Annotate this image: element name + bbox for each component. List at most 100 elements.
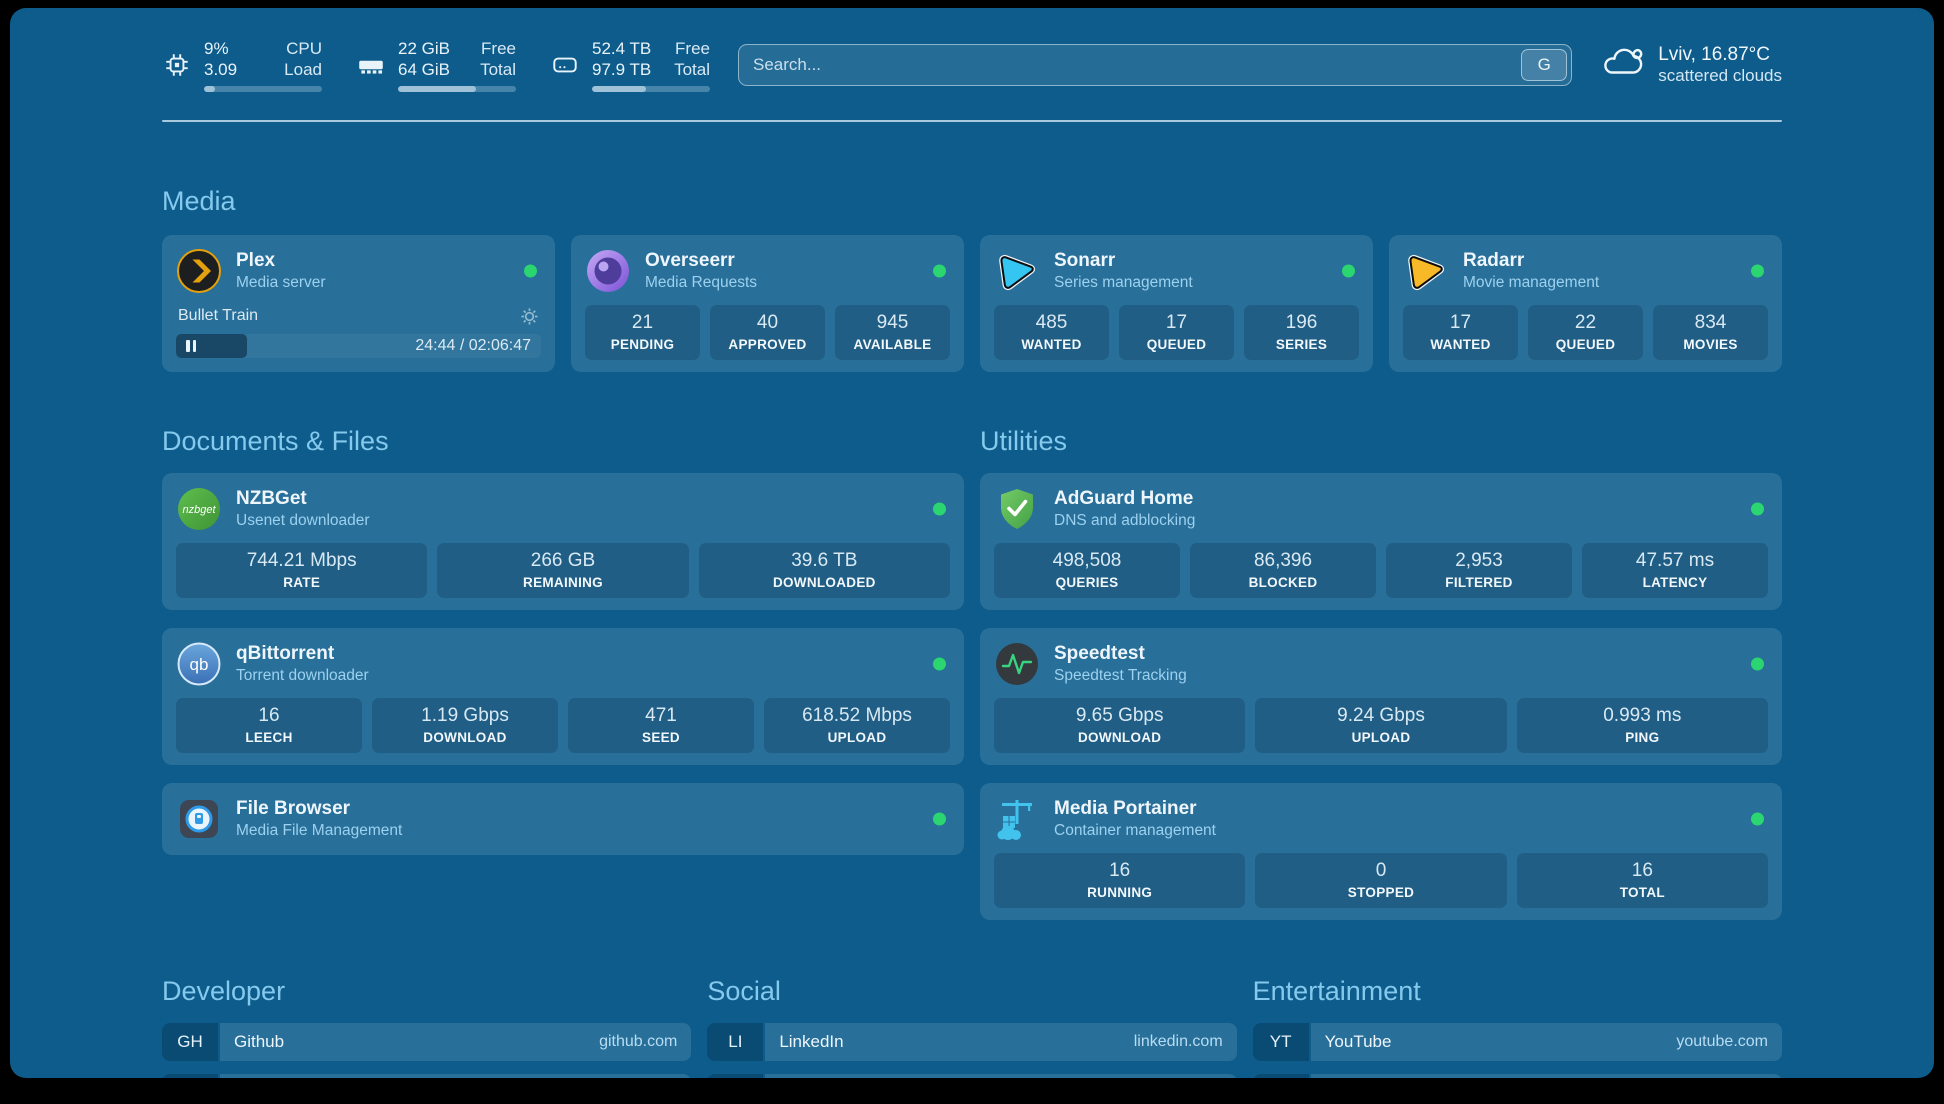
section-title-social: Social	[707, 975, 781, 1006]
pause-icon[interactable]	[186, 339, 196, 352]
service-description: Torrent downloader	[236, 666, 369, 684]
bookmark-twitter[interactable]: TW Twittertwitter.com	[707, 1073, 1237, 1078]
plex-now-playing: Bullet Train	[176, 307, 541, 358]
service-card-overseerr[interactable]: Overseerr Media Requests 21 PENDING 40 APP…	[571, 234, 964, 372]
stat-total: 16 TOTAL	[1516, 852, 1768, 908]
service-card-radarr[interactable]: Radarr Movie management 17 WANTED 22 QUEUE…	[1389, 234, 1782, 372]
status-dot	[524, 264, 537, 277]
service-description: Usenet downloader	[236, 511, 370, 529]
stat-rate: 744.21 Mbps RATE	[176, 542, 428, 598]
disk-widget: 52.4 TB 97.9 TB Free Total	[550, 38, 710, 92]
service-card-plex[interactable]: Plex Media server Bullet Train	[162, 234, 555, 372]
service-card-portainer[interactable]: Media Portainer Container management 16 R…	[980, 782, 1782, 920]
stat-queued: 22 QUEUED	[1528, 304, 1643, 360]
bookmark-url: youtube.com	[1676, 1032, 1768, 1050]
service-description: Media File Management	[236, 821, 403, 839]
service-name: NZBGet	[236, 487, 307, 509]
stat-queries: 498,508 QUERIES	[994, 542, 1180, 598]
service-description: Media server	[236, 273, 326, 291]
service-name: Plex	[236, 249, 276, 271]
dashboard-page: 9% 3.09 CPU Load	[10, 8, 1934, 1078]
plex-chevron-icon	[176, 248, 222, 294]
section-title-entertainment: Entertainment	[1252, 975, 1421, 1006]
bookmark-name: LinkedIn	[779, 1031, 844, 1051]
svg-text:nzbget: nzbget	[182, 504, 216, 516]
bookmark-abbr: NF	[1252, 1073, 1309, 1078]
bookmark-netflix[interactable]: NF Netflixnetflix.com	[1252, 1073, 1782, 1078]
hard-drive-icon	[550, 50, 580, 80]
service-card-filebrowser[interactable]: File Browser Media File Management	[162, 782, 964, 855]
stat-movies: 834 MOVIES	[1653, 304, 1768, 360]
stat-download: 1.19 Gbps DOWNLOAD	[372, 697, 558, 753]
service-card-qbittorrent[interactable]: qb qBittorrent Torrent downloader 16 LEEC…	[162, 627, 964, 765]
stat-filtered: 2,953 FILTERED	[1386, 542, 1572, 598]
top-bar: 9% 3.09 CPU Load	[162, 38, 1782, 92]
stat-series: 196 SERIES	[1244, 304, 1359, 360]
service-name: Overseerr	[645, 249, 735, 271]
cpu-widget: 9% 3.09 CPU Load	[162, 38, 322, 92]
stat-ping: 0.993 ms PING	[1516, 697, 1768, 753]
stat-upload: 618.52 Mbps UPLOAD	[764, 697, 950, 753]
stat-remaining: 266 GB REMAINING	[437, 542, 689, 598]
playback-progress-track[interactable]: 24:44 / 02:06:47	[176, 333, 541, 358]
stat-wanted: 485 WANTED	[994, 304, 1109, 360]
mid-grid: Documents & Files nzbget	[162, 400, 1782, 920]
memory-total-value: 64 GiB	[398, 60, 450, 80]
weather-widget: Lviv, 16.87°C scattered clouds	[1600, 44, 1782, 86]
search-bar: G	[738, 43, 1573, 86]
gear-icon[interactable]	[520, 307, 539, 326]
bookmark-youtube[interactable]: YT YouTube youtube.com	[1252, 1022, 1782, 1061]
service-name: Sonarr	[1054, 249, 1116, 271]
service-card-adguard[interactable]: AdGuard Home DNS and adblocking 498,508 Q…	[980, 472, 1782, 610]
filebrowser-icon	[176, 796, 222, 842]
stat-downloaded: 39.6 TB DOWNLOADED	[698, 542, 950, 598]
search-input[interactable]	[753, 54, 1522, 75]
cpu-progress-track	[204, 85, 322, 92]
header-divider	[162, 119, 1782, 122]
stat-latency: 47.57 ms LATENCY	[1582, 542, 1768, 598]
svg-text:qb: qb	[190, 655, 209, 674]
bookmark-abbr: YT	[1252, 1022, 1309, 1061]
memory-free-label: Free	[481, 39, 516, 58]
bookmark-name: Github	[234, 1031, 285, 1051]
cpu-load-value: 3.09	[204, 60, 238, 80]
service-card-speedtest[interactable]: Speedtest Speedtest Tracking 9.65 Gbps DO…	[980, 627, 1782, 765]
bookmarks-grid: Developer GH Github github.com SO StackOv…	[162, 975, 1782, 1078]
media-grid: Plex Media server Bullet Train	[162, 234, 1782, 372]
status-dot	[1751, 657, 1764, 670]
stat-blocked: 86,396 BLOCKED	[1190, 542, 1376, 598]
playback-progress-fill	[176, 333, 248, 358]
nzbget-circle-icon: nzbget	[176, 486, 222, 532]
bookmark-abbr: TW	[707, 1073, 764, 1078]
service-description: Container management	[1054, 821, 1216, 839]
bookmark-group-social: Social LI LinkedIn linkedin.com TW Twitte…	[707, 975, 1237, 1078]
service-name: qBittorrent	[236, 642, 335, 664]
service-name: File Browser	[236, 797, 351, 819]
search-provider-button[interactable]: G	[1521, 48, 1568, 81]
bookmark-group-developer: Developer GH Github github.com SO StackOv…	[162, 976, 692, 1078]
bookmark-abbr: SO	[162, 1073, 218, 1078]
cpu-label: CPU	[286, 39, 322, 58]
stat-available: 945 AVAILABLE	[835, 304, 950, 360]
stat-seed: 471 SEED	[568, 697, 754, 753]
service-description: DNS and adblocking	[1054, 511, 1196, 529]
bookmark-linkedin[interactable]: LI LinkedIn linkedin.com	[707, 1022, 1237, 1061]
bookmark-stackoverflow[interactable]: SO StackOverflowstackoverflow.com	[162, 1073, 692, 1078]
disk-total-label: Total	[674, 60, 710, 80]
adguard-shield-icon	[994, 486, 1040, 532]
cpu-progress-fill	[204, 85, 215, 92]
service-card-sonarr[interactable]: Sonarr Series management 485 WANTED 17 QUE…	[980, 234, 1373, 372]
weather-location: Lviv, 16.87°C	[1658, 43, 1771, 65]
memory-progress-fill	[398, 85, 476, 92]
stat-queued: 17 QUEUED	[1119, 304, 1234, 360]
service-name: Media Portainer	[1054, 797, 1197, 819]
memory-widget: 22 GiB 64 GiB Free Total	[356, 38, 516, 92]
bookmark-github[interactable]: GH Github github.com	[162, 1022, 692, 1061]
disk-free-label: Free	[675, 39, 710, 58]
cloud-icon	[1600, 44, 1646, 85]
service-card-nzbget[interactable]: nzbget NZBGet Usenet downloader 744.21 M…	[162, 472, 964, 610]
overseerr-eye-icon	[585, 248, 631, 294]
service-name: Radarr	[1463, 249, 1525, 271]
cpu-icon	[162, 50, 192, 80]
section-title-documents: Documents & Files	[162, 425, 389, 456]
